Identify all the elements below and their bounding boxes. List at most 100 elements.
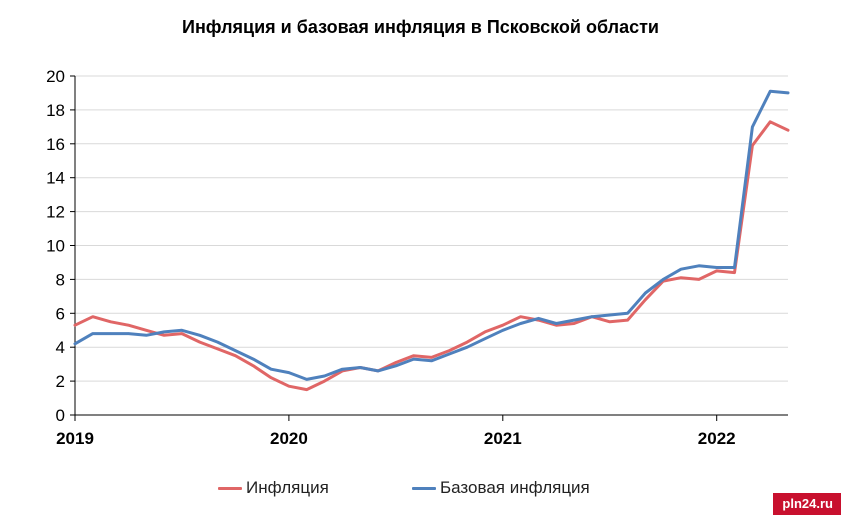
data-point-core-inflation-2021-07 <box>608 313 611 317</box>
xtick-label-2022: 2022 <box>698 429 736 448</box>
data-point-inflation-2022-05 <box>786 129 790 132</box>
data-point-inflation-2019-03 <box>109 320 112 323</box>
data-point-core-inflation-2019-03 <box>109 332 112 335</box>
data-point-inflation-2019-11 <box>252 364 255 367</box>
data-point-core-inflation-2020-01 <box>287 371 291 374</box>
data-point-inflation-2019-04 <box>127 324 130 327</box>
legend-item-core-inflation: Базовая инфляция <box>412 478 590 498</box>
ytick-label-0: 0 <box>56 406 65 425</box>
ytick-label-6: 6 <box>56 304 65 323</box>
data-point-core-inflation-2021-08 <box>626 312 629 315</box>
legend-swatch-core-inflation <box>412 486 436 490</box>
ytick-label-16: 16 <box>46 135 65 154</box>
data-point-inflation-2021-11 <box>679 276 683 279</box>
data-point-core-inflation-2022-05 <box>786 91 790 95</box>
data-point-inflation-2020-10 <box>448 349 451 352</box>
data-point-inflation-2019-01 <box>73 324 77 327</box>
data-point-core-inflation-2021-10 <box>662 278 665 281</box>
data-point-inflation-2021-01 <box>501 324 504 327</box>
ytick-label-2: 2 <box>56 372 65 391</box>
chart-title: Инфляция и базовая инфляция в Псковской … <box>182 17 659 37</box>
data-point-core-inflation-2021-01 <box>501 329 504 332</box>
data-point-inflation-2021-05 <box>572 322 576 325</box>
data-point-core-inflation-2020-03 <box>323 374 326 378</box>
data-point-core-inflation-2019-10 <box>234 349 237 352</box>
ytick-label-4: 4 <box>56 338 65 357</box>
data-point-inflation-2019-09 <box>216 347 219 351</box>
data-point-inflation-2021-08 <box>626 318 629 322</box>
legend-item-inflation: Инфляция <box>218 478 329 498</box>
data-point-core-inflation-2021-05 <box>572 318 576 322</box>
data-point-core-inflation-2019-06 <box>162 330 166 334</box>
xtick-label-2019: 2019 <box>56 429 94 448</box>
data-point-core-inflation-2019-02 <box>91 332 95 335</box>
data-point-core-inflation-2020-08 <box>412 357 415 361</box>
data-point-inflation-2020-09 <box>430 356 433 359</box>
data-point-core-inflation-2022-02 <box>733 266 736 269</box>
data-point-core-inflation-2019-08 <box>198 334 201 337</box>
ytick-label-18: 18 <box>46 101 65 120</box>
data-point-core-inflation-2021-12 <box>697 264 701 267</box>
data-point-inflation-2022-03 <box>751 144 754 147</box>
data-point-core-inflation-2020-05 <box>359 366 362 369</box>
data-point-inflation-2019-02 <box>91 315 95 318</box>
data-point-inflation-2019-12 <box>269 376 273 379</box>
data-point-core-inflation-2020-12 <box>483 337 487 340</box>
data-point-core-inflation-2019-11 <box>252 357 255 361</box>
data-point-inflation-2020-12 <box>483 330 487 334</box>
watermark-logo[interactable]: pln24.ru <box>773 493 841 515</box>
data-point-inflation-2020-11 <box>466 340 469 344</box>
data-point-core-inflation-2019-12 <box>269 368 273 371</box>
data-point-core-inflation-2022-03 <box>751 125 754 129</box>
data-point-inflation-2020-07 <box>394 361 398 364</box>
legend-swatch-inflation <box>218 486 242 490</box>
data-point-core-inflation-2021-06 <box>590 315 594 318</box>
data-point-core-inflation-2019-07 <box>180 329 184 332</box>
data-point-inflation-2022-02 <box>733 271 736 274</box>
data-point-core-inflation-2019-04 <box>127 332 130 335</box>
data-point-core-inflation-2020-02 <box>305 378 308 381</box>
data-point-inflation-2022-01 <box>715 269 718 273</box>
data-point-core-inflation-2022-01 <box>715 266 718 269</box>
data-point-core-inflation-2020-11 <box>466 346 469 349</box>
data-point-inflation-2019-07 <box>180 332 184 335</box>
axes <box>70 75 788 421</box>
gridlines <box>75 75 788 382</box>
xtick-label-2020: 2020 <box>270 429 308 448</box>
series-lines <box>73 89 790 392</box>
ytick-label-10: 10 <box>46 237 65 256</box>
data-point-core-inflation-2021-11 <box>679 268 683 271</box>
data-point-inflation-2019-10 <box>234 354 237 357</box>
data-point-inflation-2020-08 <box>412 354 415 357</box>
data-point-core-inflation-2021-02 <box>519 322 522 325</box>
data-point-inflation-2022-04 <box>769 120 772 124</box>
legend-label-core-inflation: Базовая инфляция <box>440 478 590 497</box>
xtick-label-2021: 2021 <box>484 429 522 448</box>
data-point-inflation-2021-12 <box>697 278 701 281</box>
data-point-core-inflation-2020-06 <box>376 369 380 373</box>
legend-label-inflation: Инфляция <box>246 478 329 497</box>
data-point-core-inflation-2020-07 <box>394 364 398 367</box>
ytick-label-14: 14 <box>46 169 65 188</box>
data-point-core-inflation-2022-04 <box>769 90 772 93</box>
data-point-inflation-2020-02 <box>305 388 308 391</box>
data-point-core-inflation-2019-05 <box>145 334 148 337</box>
data-point-inflation-2020-01 <box>287 385 291 388</box>
data-point-core-inflation-2019-01 <box>73 342 77 345</box>
ytick-label-20: 20 <box>46 67 65 86</box>
series-line-inflation <box>73 120 790 392</box>
data-point-inflation-2019-06 <box>162 334 166 337</box>
data-point-core-inflation-2019-09 <box>216 340 219 344</box>
data-point-core-inflation-2020-09 <box>430 359 433 362</box>
data-point-core-inflation-2020-04 <box>341 368 344 371</box>
data-point-inflation-2019-08 <box>198 340 201 344</box>
data-point-core-inflation-2021-09 <box>644 291 647 295</box>
series-line-core-inflation <box>73 89 790 381</box>
data-point-core-inflation-2021-04 <box>555 322 558 325</box>
data-point-inflation-2021-09 <box>644 298 647 301</box>
data-point-inflation-2021-07 <box>608 320 611 323</box>
data-point-core-inflation-2020-10 <box>448 352 451 356</box>
data-point-inflation-2020-03 <box>323 379 326 383</box>
ytick-label-12: 12 <box>46 203 65 222</box>
